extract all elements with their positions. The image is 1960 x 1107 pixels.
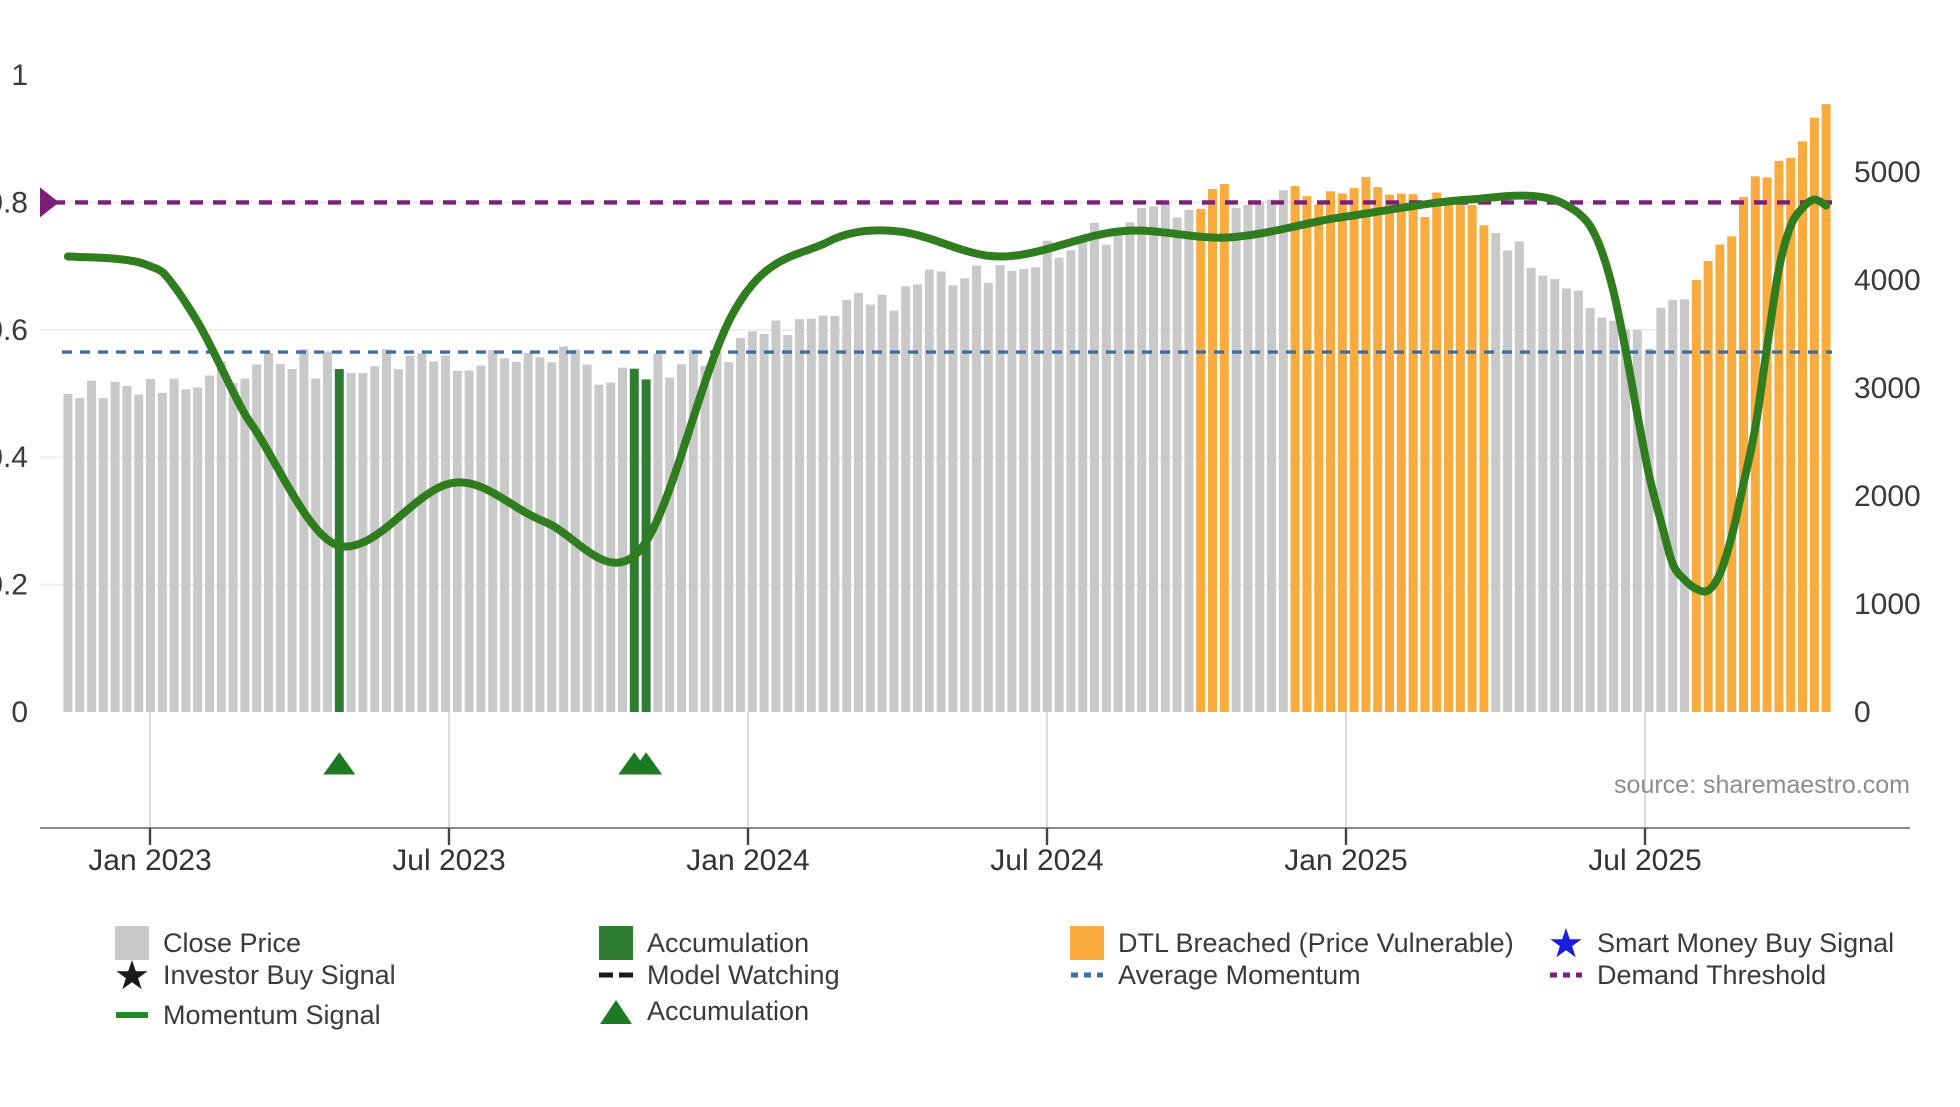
svg-text:Jan 2025: Jan 2025 — [1284, 844, 1407, 877]
svg-text:source: sharemaestro.com: source: sharemaestro.com — [1614, 771, 1910, 799]
svg-text:2000: 2000 — [1854, 480, 1921, 513]
svg-text:0.8: 0.8 — [0, 186, 28, 219]
svg-text:Jul 2024: Jul 2024 — [990, 844, 1103, 877]
svg-text:Jul 2023: Jul 2023 — [392, 844, 505, 877]
svg-text:3000: 3000 — [1854, 372, 1921, 405]
svg-text:Jan 2023: Jan 2023 — [88, 844, 211, 877]
svg-text:1000: 1000 — [1854, 588, 1921, 621]
svg-text:0: 0 — [1854, 696, 1871, 729]
svg-text:0: 0 — [11, 696, 28, 729]
svg-text:0.6: 0.6 — [0, 314, 28, 347]
svg-text:Jan 2024: Jan 2024 — [686, 844, 809, 877]
svg-text:0.4: 0.4 — [0, 441, 28, 474]
svg-text:1: 1 — [11, 59, 28, 92]
svg-text:0.2: 0.2 — [0, 569, 28, 602]
svg-text:5000: 5000 — [1854, 156, 1921, 189]
svg-text:Jul 2025: Jul 2025 — [1588, 844, 1701, 877]
svg-text:4000: 4000 — [1854, 264, 1921, 297]
